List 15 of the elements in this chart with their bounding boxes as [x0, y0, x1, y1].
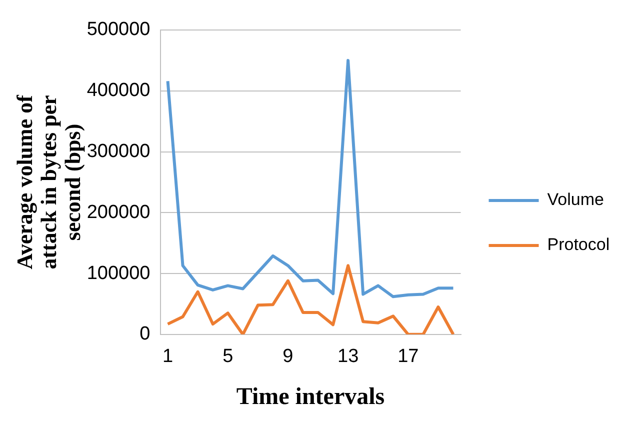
legend-label: Protocol: [547, 235, 610, 254]
y-tick-label: 200000: [86, 202, 150, 223]
y-tick-label: 100000: [86, 262, 150, 284]
y-tick-label: 500000: [86, 19, 150, 40]
x-tick-label: 13: [337, 346, 359, 368]
x-tick-label: 5: [222, 346, 234, 368]
x-tick-label: 17: [398, 346, 419, 368]
x-tick-label: 9: [282, 346, 294, 368]
y-tick-label: 0: [140, 324, 150, 345]
y-tick-label: 400000: [86, 80, 150, 102]
y-tick-label: 300000: [86, 140, 150, 162]
x-axis-title: Time intervals: [236, 384, 385, 410]
y-axis-title: Average volume of attack in bytes per second (bps): [12, 94, 86, 270]
legend-label: Volume: [547, 190, 604, 210]
x-tick-label: 1: [162, 346, 174, 368]
